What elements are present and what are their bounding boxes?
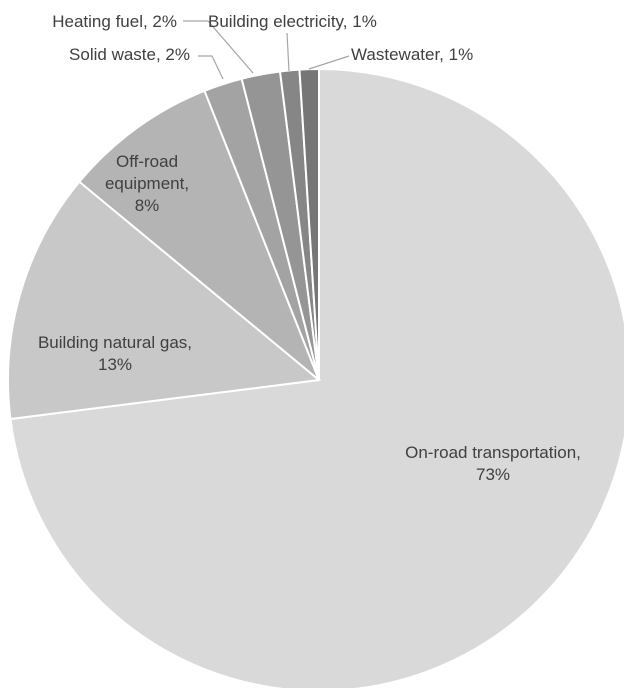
pie-slice-on-road-transportation [9,67,624,688]
data-label-building-natural-gas: Building natural gas, 13% [38,333,192,374]
data-label-solid-waste: Solid waste, 2% [69,45,190,64]
leader-line [286,32,290,72]
pie-slice-building-natural-gas [7,180,322,421]
pie-slice-off-road-equipment [77,89,320,381]
data-label-wastewater: Wastewater, 1% [351,45,473,64]
leader-line [198,55,224,80]
leader-line [183,20,254,74]
data-label-heating-fuel: Heating fuel, 2% [52,12,177,31]
data-label-on-road-transportation: On-road transportation, 73% [405,443,581,484]
data-label-building-electricity: Building electricity, 1% [208,12,377,31]
leader-line [308,55,350,70]
data-label-off-road-equipment: Off-road equipment, 8% [105,152,189,215]
